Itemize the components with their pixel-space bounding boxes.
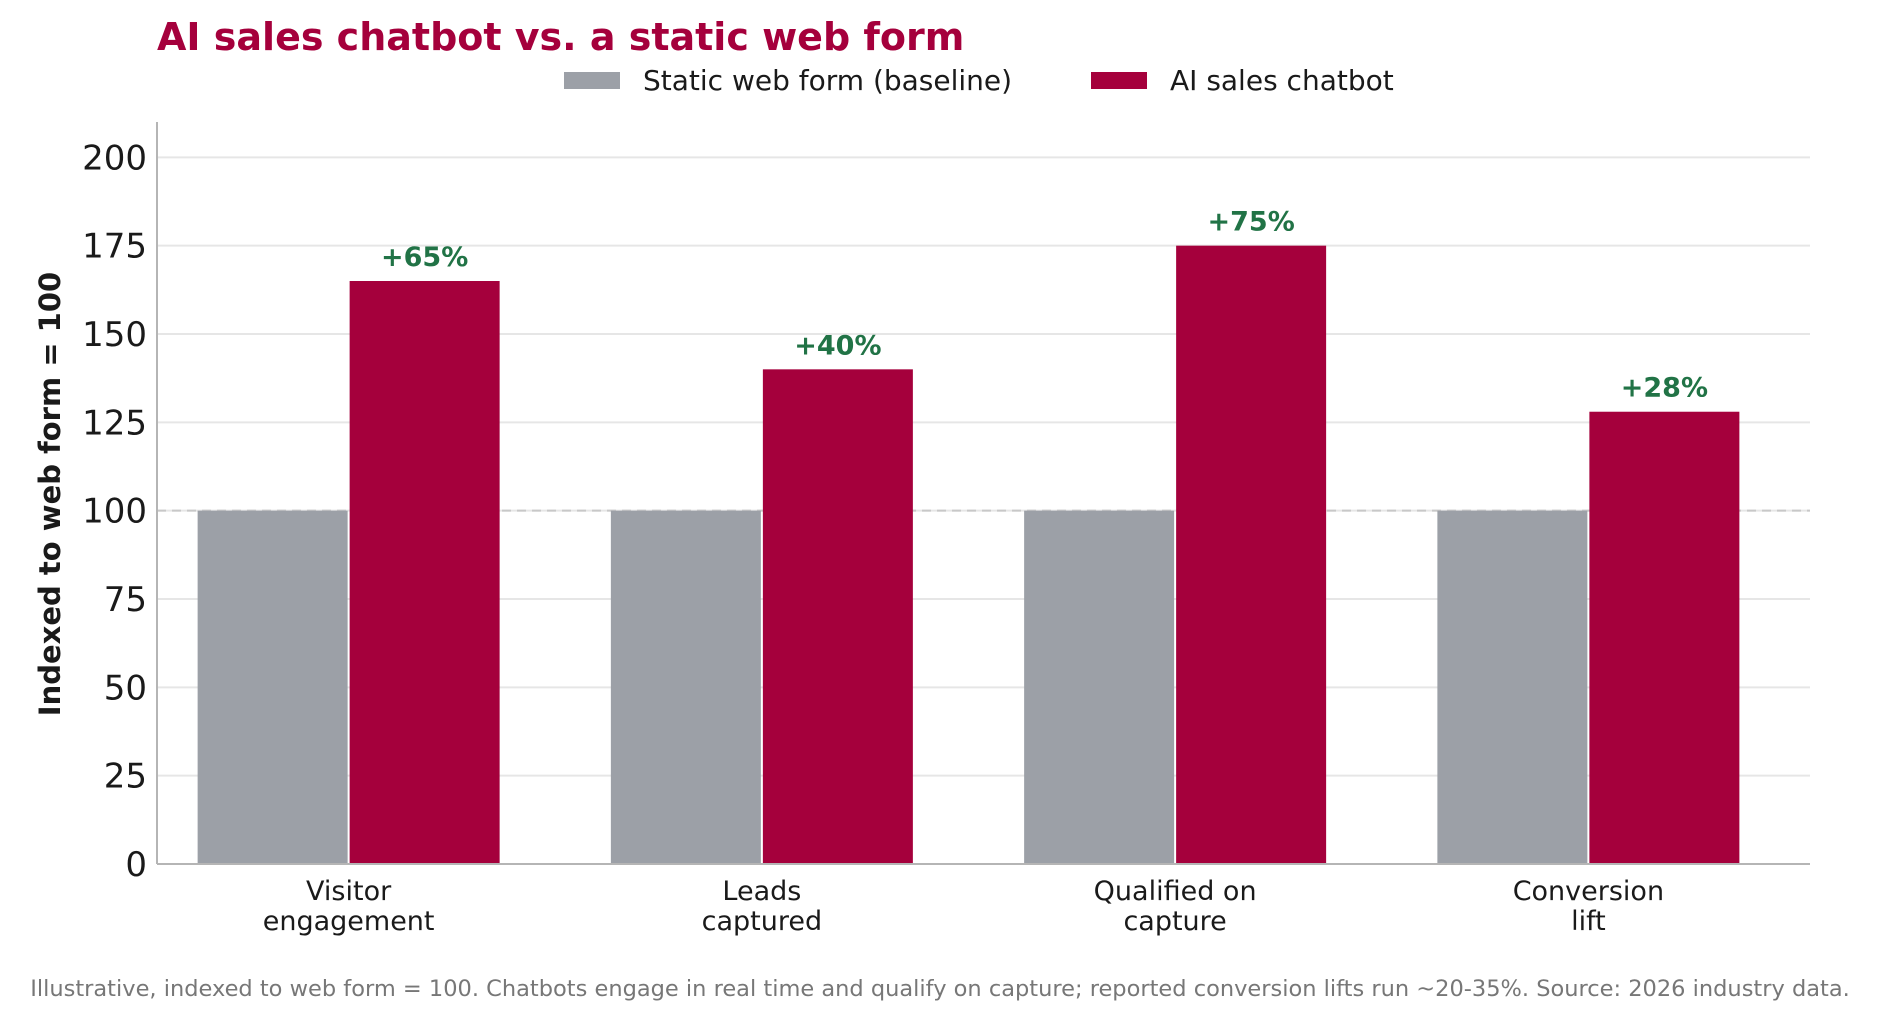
bar-groups: [197, 245, 1740, 864]
x-tick-label: lift: [1571, 906, 1606, 937]
y-tick-label: 150: [82, 315, 147, 355]
lift-label: +28%: [1621, 373, 1708, 404]
legend-label: AI sales chatbot: [1170, 64, 1394, 97]
footnote: Illustrative, indexed to web form = 100.…: [30, 976, 1850, 1002]
y-tick-label: 175: [82, 227, 147, 267]
bar-baseline: [610, 510, 761, 864]
bar-chatbot: [762, 369, 913, 864]
x-tick-label: Qualified on: [1094, 876, 1257, 907]
y-tick-labels: 0 25 50 75 100 125 150 175 200: [82, 138, 147, 885]
bar-group: [1024, 245, 1327, 864]
bar-chatbot: [1589, 411, 1740, 864]
lift-labels: +65% +40% +75% +28%: [381, 207, 1708, 404]
chart-legend: Static web form (baseline) AI sales chatb…: [564, 64, 1394, 97]
x-tick-label: Leads: [722, 876, 801, 907]
lift-label: +40%: [794, 330, 881, 361]
legend-item: Static web form (baseline): [564, 64, 1012, 97]
x-tick-label: Conversion: [1513, 876, 1664, 907]
bar-chatbot: [1176, 245, 1327, 864]
y-tick-label: 125: [82, 403, 147, 443]
bar-group: [1437, 411, 1740, 864]
lift-label: +65%: [381, 242, 468, 273]
x-tick-label: engagement: [263, 906, 435, 937]
y-tick-label: 50: [104, 668, 147, 708]
bar-chatbot: [349, 281, 500, 864]
bar-baseline: [1024, 510, 1175, 864]
y-axis-label: Indexed to web form = 100: [33, 272, 67, 716]
axes: [156, 122, 1810, 865]
x-tick-label: captured: [702, 906, 823, 937]
legend-swatch: [564, 72, 620, 89]
y-tick-label: 0: [125, 845, 147, 885]
bar-baseline: [197, 510, 348, 864]
legend-label: Static web form (baseline): [643, 64, 1012, 97]
bar-group: [610, 369, 913, 864]
y-tick-label: 200: [82, 138, 147, 178]
x-tick-label: capture: [1123, 906, 1226, 937]
chart-title: AI sales chatbot vs. a static web form: [157, 15, 964, 59]
bar-baseline: [1437, 510, 1588, 864]
legend-item: AI sales chatbot: [1091, 64, 1394, 97]
y-tick-label: 75: [104, 580, 147, 620]
bar-group: [197, 281, 500, 864]
x-tick-label: Visitor: [306, 876, 392, 907]
y-tick-label: 25: [104, 757, 147, 797]
legend-swatch: [1091, 72, 1147, 89]
y-tick-label: 100: [82, 492, 147, 532]
lift-label: +75%: [1208, 207, 1295, 238]
